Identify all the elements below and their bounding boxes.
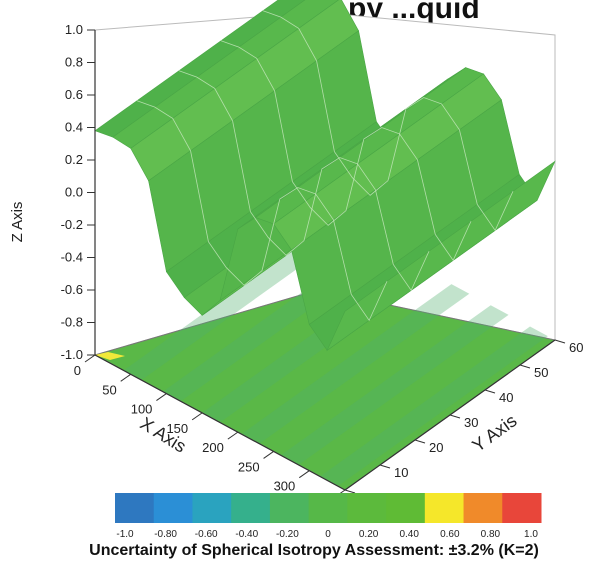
colorbar-tick-label: 0 (325, 529, 331, 540)
floor-hotspot (95, 352, 125, 360)
x-tick-mark (227, 431, 239, 440)
colorbar-segment (231, 493, 271, 523)
x-tick-mark (263, 451, 274, 459)
y-tick-mark (414, 439, 426, 444)
x-tick-label: 300 (274, 479, 296, 494)
surface-mesh-line (178, 70, 430, 292)
colorbar-tick-label: -0.20 (276, 529, 299, 540)
z-tick-label: 0.6 (65, 87, 83, 102)
colorbar-tick-label: 0.60 (440, 529, 460, 540)
x-tick-mark (120, 373, 132, 382)
colorbar-segment (192, 493, 232, 523)
colorbar-tick-label: -1.0 (116, 529, 134, 540)
z-tick-label: 0.0 (65, 185, 83, 200)
x-tick-label: 150 (166, 421, 188, 436)
x-axis-line (94, 354, 346, 491)
surface-strip (326, 160, 556, 352)
x-tick-label: 200 (202, 440, 224, 455)
floor-band (320, 326, 548, 487)
y-tick-label: 10 (394, 465, 408, 480)
colorbar-tick-label: 1.0 (524, 529, 538, 540)
y-tick-mark (519, 364, 531, 369)
surface-mesh-line (220, 40, 472, 262)
z-ticks: -1.0 -0.8 -0.6 -0.4 -0.2 0.0 0.2 0.4 0.6 0.8 1.0 (61, 22, 95, 362)
colorbar-segment (115, 493, 155, 523)
surface-strip (94, 0, 306, 138)
y-tick-label: 50 (534, 365, 548, 380)
z-tick-label: 1.0 (65, 22, 83, 37)
y-tick-mark (379, 464, 391, 469)
colorbar-tick-label: 0.40 (399, 529, 419, 540)
y-tick-mark (344, 489, 356, 494)
x-tick-label: 0 (74, 363, 81, 378)
surface-mesh-line (136, 100, 388, 322)
colorbar-ticks: -1.0 -0.80 -0.60 -0.40 -0.20 0 0.20 0.40 0.60 0.8… (116, 529, 538, 540)
y-tick-mark (554, 339, 566, 344)
x-tick-mark (156, 393, 167, 401)
x-tick-label: 100 (131, 402, 153, 417)
z-axis-title: Z Axis (9, 202, 26, 243)
y-tick-label: 60 (569, 340, 583, 355)
x-tick-label: 250 (238, 459, 260, 474)
y-tick-mark (449, 414, 461, 419)
y-tick-mark (484, 389, 496, 394)
floor-band (241, 284, 470, 444)
floor-band (280, 305, 509, 465)
z-tick-label: 0.8 (65, 55, 83, 70)
colorbar-tick-label: -0.40 (235, 529, 258, 540)
colorbar-tick-label: 0.80 (481, 529, 501, 540)
z-tick-label: 0.2 (65, 152, 83, 167)
surface-mesh-line (262, 10, 514, 232)
y-tick-label: 20 (429, 440, 443, 455)
z-tick-label: -0.6 (61, 282, 83, 297)
colorbar-segment (153, 493, 193, 523)
z-tick-label: -0.4 (61, 250, 83, 265)
z-tick-label: -0.8 (61, 315, 83, 330)
colorbar (115, 493, 542, 523)
y-tick-label: 30 (464, 415, 478, 430)
colorbar-segment (386, 493, 426, 523)
colorbar-tick-label: 0.20 (359, 529, 379, 540)
colorbar-segment (463, 493, 503, 523)
y-tick-label: 40 (499, 390, 513, 405)
z-tick-label: 0.4 (65, 120, 83, 135)
x-tick-mark (84, 354, 96, 363)
caption: Uncertainty of Spherical Isotropy Assess… (89, 542, 539, 559)
x-tick-mark (191, 412, 203, 421)
x-axis-title: X Axis (137, 413, 190, 456)
z-tick-label: -1.0 (61, 347, 83, 362)
colorbar-tick-label: -0.80 (154, 529, 177, 540)
x-tick-label: 50 (102, 382, 116, 397)
x-tick-mark (298, 470, 310, 479)
colorbar-segment (502, 493, 542, 523)
z-tick-label: -0.2 (61, 217, 83, 232)
surface (94, 0, 556, 352)
colorbar-segment (424, 493, 465, 523)
colorbar-segment (308, 493, 348, 523)
colorbar-tick-label: -0.60 (195, 529, 218, 540)
colorbar-segment (269, 493, 310, 523)
surface-strip (112, 0, 340, 149)
colorbar-segment (347, 493, 387, 523)
